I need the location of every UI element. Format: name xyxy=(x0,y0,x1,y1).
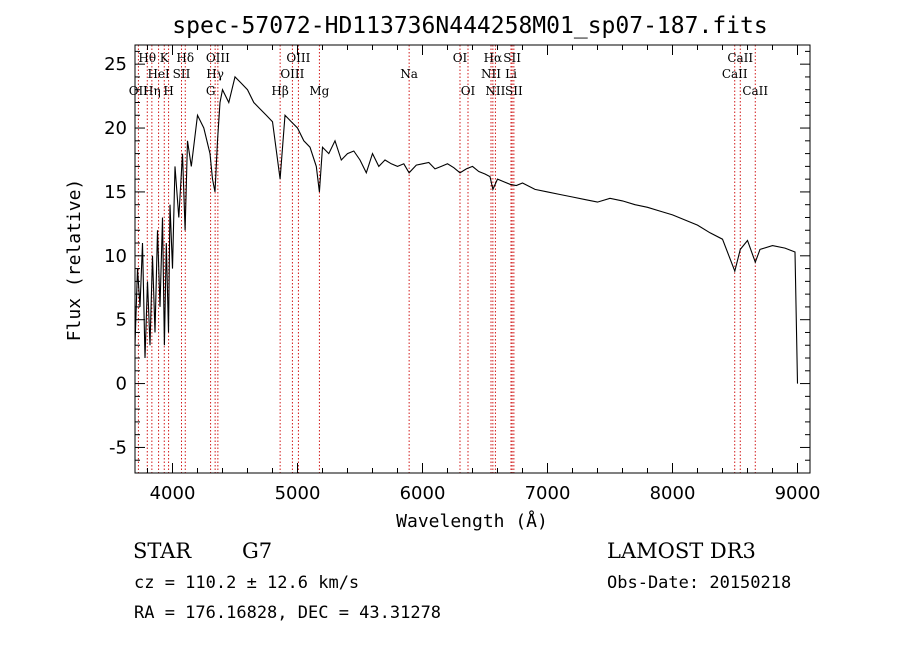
line-label-5: H xyxy=(163,84,173,98)
y-tick-label: -5 xyxy=(109,437,127,458)
line-label-18: NII xyxy=(481,67,501,81)
line-label-10: OIII xyxy=(206,51,230,65)
line-label-23: SII xyxy=(505,84,523,98)
line-label-19: Hα xyxy=(484,51,503,65)
y-tick-label: 10 xyxy=(104,246,127,267)
line-label-13: OIII xyxy=(286,51,310,65)
y-tick-label: 5 xyxy=(116,310,127,331)
redshift-velocity: cz = 110.2 ± 12.6 km/s xyxy=(134,573,360,593)
line-label-9: Hγ xyxy=(206,67,224,81)
line-label-25: CaII xyxy=(727,51,753,65)
line-label-7: Hδ xyxy=(176,51,194,65)
spectral-line-markers xyxy=(137,45,756,473)
x-tick-label: 9000 xyxy=(775,483,821,504)
y-tick-label: 25 xyxy=(104,54,127,75)
line-label-1: Hθ xyxy=(138,51,156,65)
object-class: STAR xyxy=(133,539,192,563)
line-label-17: OI xyxy=(461,84,476,98)
x-tick-label: 7000 xyxy=(525,483,571,504)
y-axis-label: Flux (relative) xyxy=(64,179,85,342)
y-tick-label: 15 xyxy=(104,182,127,203)
line-label-0: OII xyxy=(129,84,149,98)
line-label-11: Hβ xyxy=(271,84,288,98)
line-label-21: Li xyxy=(505,67,517,81)
y-axis-ticks: -5 0 5 10 15 20 25 xyxy=(104,50,810,461)
x-tick-label: 6000 xyxy=(400,483,446,504)
line-label-22: SII xyxy=(503,51,521,65)
object-subclass: G7 xyxy=(242,539,273,563)
x-tick-label: 8000 xyxy=(650,483,696,504)
line-label-15: Na xyxy=(400,67,418,81)
line-label-14: Mg xyxy=(309,84,329,98)
spectral-line-labels: OIIHθHηHeIKHSIIHδGHγOIIIHβOIIIOIIIMgNaOI… xyxy=(129,51,769,98)
chart-title: spec-57072-HD113736N444258M01_sp07-187.f… xyxy=(172,13,767,39)
line-label-2: Hη xyxy=(143,84,161,98)
coordinates: RA = 176.16828, DEC = 43.31278 xyxy=(134,603,442,623)
line-label-26: CaII xyxy=(742,84,768,98)
line-label-16: OI xyxy=(453,51,468,65)
line-label-8: G xyxy=(206,84,216,98)
line-label-12: OIII xyxy=(280,67,304,81)
line-label-20: NII xyxy=(485,84,505,98)
x-tick-label: 5000 xyxy=(275,483,321,504)
spectrum-chart: spec-57072-HD113736N444258M01_sp07-187.f… xyxy=(64,13,821,532)
line-label-6: SII xyxy=(173,67,191,81)
plot-frame xyxy=(134,44,811,474)
flux-series-line xyxy=(134,75,799,384)
observation-date: Obs-Date: 20150218 xyxy=(607,573,792,593)
x-tick-label: 4000 xyxy=(150,483,196,504)
survey-name: LAMOST DR3 xyxy=(607,539,756,563)
line-label-4: K xyxy=(160,51,170,65)
x-axis-label: Wavelength (Å) xyxy=(396,510,548,532)
x-axis-ticks: 4000 5000 6000 7000 8000 9000 xyxy=(147,45,821,504)
y-tick-label: 0 xyxy=(116,374,127,395)
line-label-3: HeI xyxy=(147,67,170,81)
y-tick-label: 20 xyxy=(104,118,127,139)
line-label-24: CaII xyxy=(722,67,748,81)
